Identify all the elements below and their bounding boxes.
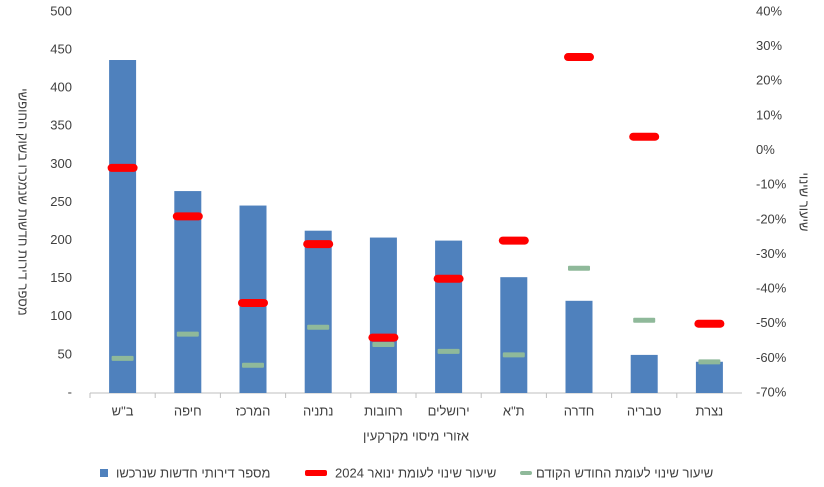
y-tick-label: 450 bbox=[50, 42, 72, 57]
marker bbox=[303, 240, 334, 249]
marker bbox=[633, 317, 656, 323]
bar bbox=[435, 240, 463, 393]
y2-tick-label: -40% bbox=[756, 281, 787, 296]
marker bbox=[498, 236, 529, 245]
marker bbox=[368, 333, 399, 342]
legend-label: מספר דירותי חדשות שנרכשו bbox=[116, 465, 270, 480]
y2-tick-label: -50% bbox=[756, 315, 787, 330]
marker bbox=[238, 298, 268, 307]
legend-swatch bbox=[100, 469, 108, 477]
marker bbox=[564, 53, 594, 62]
y-tick-label: 400 bbox=[50, 80, 72, 95]
legend-label: שיעור שינוי לעומת החודש הקודם bbox=[536, 465, 713, 480]
marker bbox=[172, 212, 203, 221]
bar bbox=[109, 60, 137, 393]
marker bbox=[437, 348, 460, 354]
marker bbox=[107, 163, 138, 172]
x-tick-label: ירושלים bbox=[428, 403, 470, 418]
x-tick-label: ת"א bbox=[503, 403, 525, 418]
x-tick-label: טבריה bbox=[627, 403, 662, 418]
marker bbox=[176, 331, 199, 337]
bar bbox=[369, 237, 397, 393]
y2-tick-label: -60% bbox=[756, 350, 787, 365]
bar bbox=[630, 354, 658, 393]
y2-tick-label: 40% bbox=[756, 3, 782, 18]
y-tick-label: 50 bbox=[58, 346, 72, 361]
x-tick-label: נתניה bbox=[303, 403, 333, 418]
marker bbox=[433, 274, 464, 283]
bar bbox=[500, 277, 528, 393]
x-tick-label: חדרה bbox=[564, 403, 595, 418]
x-tick-label: ב"ש bbox=[112, 403, 134, 418]
x-tick-label: חיפה bbox=[174, 403, 202, 418]
y-tick-label: 300 bbox=[50, 156, 72, 171]
legend-swatch bbox=[520, 471, 532, 475]
y-tick-label: 350 bbox=[50, 118, 72, 133]
legend-swatch bbox=[305, 470, 327, 476]
marker bbox=[372, 342, 395, 348]
marker bbox=[242, 362, 264, 368]
bar bbox=[695, 361, 723, 393]
y2-axis-title: שיעור שינוי bbox=[797, 172, 812, 231]
marker bbox=[694, 319, 725, 328]
y2-tick-label: -20% bbox=[756, 211, 787, 226]
marker bbox=[629, 132, 660, 141]
x-tick-label: המרכז bbox=[236, 403, 271, 418]
bar bbox=[565, 300, 593, 393]
legend-label: שיעור שינוי לעומת ינואר 2024 bbox=[335, 465, 496, 480]
y-tick-label: 250 bbox=[50, 194, 72, 209]
y2-tick-label: -30% bbox=[756, 246, 787, 261]
marker bbox=[111, 355, 134, 361]
marker bbox=[568, 265, 590, 271]
marker bbox=[698, 359, 721, 365]
y-axis-title: מספר דירות חדשות שנמכרו בשוק החופשי bbox=[16, 88, 31, 315]
y-tick-label: 150 bbox=[50, 270, 72, 285]
x-tick-label: נצרת bbox=[696, 403, 724, 418]
marker bbox=[502, 352, 525, 358]
y-tick-label: 200 bbox=[50, 232, 72, 247]
bar bbox=[304, 230, 332, 393]
x-tick-label: רחובות bbox=[364, 403, 403, 418]
y-tick-label: 100 bbox=[50, 308, 72, 323]
y2-tick-label: 20% bbox=[756, 73, 782, 88]
y2-tick-label: -10% bbox=[756, 177, 787, 192]
y2-tick-label: 30% bbox=[756, 38, 782, 53]
bar bbox=[174, 191, 202, 393]
y2-tick-label: -70% bbox=[756, 384, 787, 399]
marker bbox=[307, 324, 330, 330]
y-tick-label: 500 bbox=[50, 3, 72, 18]
y-tick-label: - bbox=[68, 384, 72, 399]
x-axis-title: אזורי מיסוי מקרקעין bbox=[363, 428, 469, 443]
y2-tick-label: 0% bbox=[756, 142, 775, 157]
y2-tick-label: 10% bbox=[756, 107, 782, 122]
